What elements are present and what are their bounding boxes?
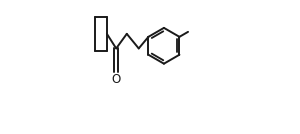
Text: O: O [112,73,121,86]
